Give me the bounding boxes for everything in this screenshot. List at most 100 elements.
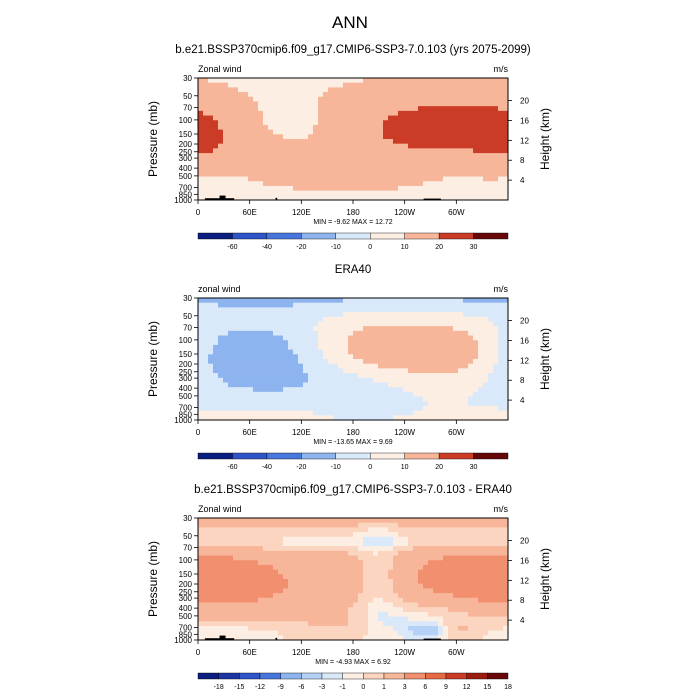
- field-cell: [423, 335, 429, 341]
- field-cell: [468, 410, 474, 416]
- field-cell: [288, 190, 294, 196]
- field-cell: [378, 373, 384, 379]
- field-cell: [478, 635, 484, 641]
- field-cell: [318, 532, 324, 538]
- field-cell: [383, 349, 389, 355]
- field-cell: [268, 354, 274, 360]
- field-cell: [478, 110, 484, 116]
- field-cell: [498, 82, 504, 88]
- field-cell: [363, 536, 369, 542]
- y-tick-label: 200: [179, 360, 193, 369]
- field-cell: [403, 583, 409, 589]
- field-cell: [313, 560, 319, 566]
- field-cell: [403, 560, 409, 566]
- field-cell: [388, 316, 394, 322]
- field-cell: [448, 382, 454, 388]
- field-cell: [363, 373, 369, 379]
- field-cell: [503, 335, 509, 341]
- field-cell: [333, 616, 339, 622]
- field-cell: [468, 518, 474, 524]
- field-cell: [263, 569, 269, 575]
- field-cell: [248, 401, 254, 407]
- field-cell: [408, 396, 414, 402]
- field-cell: [238, 312, 244, 318]
- field-cell: [293, 171, 299, 177]
- field-cell: [358, 621, 364, 627]
- field-cell: [423, 96, 429, 102]
- field-cell: [458, 321, 464, 327]
- field-cell: [373, 387, 379, 393]
- field-cell: [428, 181, 434, 187]
- field-cell: [233, 405, 239, 412]
- field-cell: [413, 588, 419, 594]
- right-tick-label: 4: [520, 176, 525, 185]
- field-cell: [308, 579, 314, 585]
- field-cell: [293, 316, 299, 322]
- field-cell: [428, 574, 434, 580]
- field-cell: [418, 588, 424, 594]
- field-cell: [313, 124, 319, 131]
- field-cell: [228, 298, 234, 304]
- field-cell: [448, 597, 454, 603]
- field-cell: [298, 307, 304, 313]
- field-cell: [403, 120, 409, 126]
- field-cell: [473, 134, 479, 140]
- field-cell: [378, 148, 384, 154]
- field-cell: [403, 153, 409, 159]
- field-cell: [413, 536, 419, 542]
- field-cell: [238, 597, 244, 603]
- field-cell: [278, 78, 284, 84]
- field-cell: [228, 129, 234, 135]
- field-cell: [313, 307, 319, 313]
- field-cell: [493, 340, 499, 346]
- field-cell: [223, 401, 229, 407]
- field-cell: [463, 335, 469, 341]
- field-cell: [418, 139, 424, 145]
- field-cell: [428, 560, 434, 566]
- field-cell: [323, 611, 329, 617]
- field-cell: [353, 555, 359, 561]
- field-cell: [288, 382, 294, 388]
- field-cell: [348, 611, 354, 617]
- field-cell: [363, 148, 369, 154]
- field-cell: [428, 312, 434, 318]
- field-cell: [308, 621, 314, 627]
- field-cell: [463, 190, 469, 196]
- field-cell: [313, 298, 319, 304]
- field-cell: [478, 321, 484, 327]
- field-cell: [363, 569, 369, 575]
- field-cell: [403, 167, 409, 173]
- field-cell: [393, 574, 399, 580]
- field-cell: [438, 110, 444, 116]
- field-cell: [263, 354, 269, 360]
- field-cell: [198, 134, 204, 140]
- field-cell: [348, 564, 354, 571]
- field-cell: [443, 359, 449, 365]
- field-cell: [218, 143, 224, 149]
- field-cell: [383, 115, 389, 121]
- field-cell: [243, 302, 249, 308]
- panel-left-label: Zonal wind: [198, 504, 242, 514]
- field-cell: [358, 396, 364, 402]
- field-cell: [468, 298, 474, 304]
- field-cell: [258, 195, 264, 201]
- field-cell: [478, 129, 484, 135]
- field-cell: [413, 124, 419, 131]
- field-cell: [333, 602, 339, 608]
- field-cell: [298, 101, 304, 107]
- field-cell: [323, 574, 329, 580]
- field-cell: [353, 157, 359, 163]
- field-cell: [223, 616, 229, 622]
- field-cell: [368, 153, 374, 159]
- field-cell: [403, 396, 409, 402]
- field-cell: [248, 92, 254, 98]
- field-cell: [488, 387, 494, 393]
- field-cell: [353, 162, 359, 168]
- field-cell: [343, 405, 349, 412]
- field-cell: [463, 583, 469, 589]
- field-cell: [478, 134, 484, 140]
- field-cell: [208, 148, 214, 154]
- field-cell: [238, 124, 244, 131]
- field-cell: [218, 78, 224, 84]
- field-cell: [478, 96, 484, 102]
